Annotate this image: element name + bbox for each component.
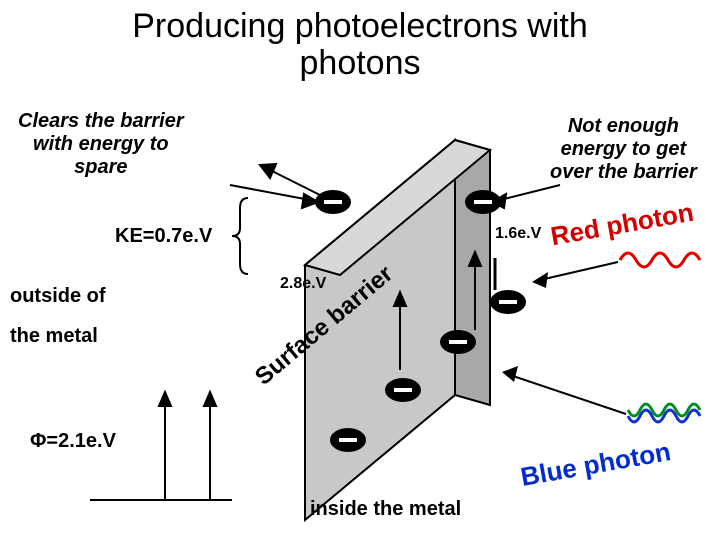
barrier-28-label: 2.8e.V xyxy=(280,275,326,293)
electron-slab-1 xyxy=(440,330,476,354)
red-photon-label: Red photon xyxy=(549,198,696,253)
inside-label: inside the metal xyxy=(310,498,461,521)
outside-label: outside of xyxy=(10,285,106,308)
inside-up-arrows xyxy=(394,252,481,370)
the-metal-label: the metal xyxy=(10,325,98,348)
title-line1: Producing photoelectrons with xyxy=(132,7,588,45)
barrier-16-label: 1.6e.V xyxy=(495,225,541,243)
page-title: Producing photoelectrons with photons xyxy=(0,0,720,83)
ke-label: KE=0.7e.V xyxy=(115,225,212,248)
red-photon-wave xyxy=(532,253,700,288)
blue-photon-wave xyxy=(502,366,700,422)
electron-top-right xyxy=(465,190,501,214)
clears-barrier-label: Clears the barrier with energy to spare xyxy=(18,110,184,179)
electron-mid-right xyxy=(490,290,526,314)
electron-slab-3 xyxy=(330,428,366,452)
eject-arrow-left xyxy=(260,164,320,195)
phi-label: Φ=2.1e.V xyxy=(30,430,116,453)
title-line2: photons xyxy=(300,44,421,82)
clears-pointer xyxy=(230,185,318,208)
electron-slab-2 xyxy=(385,378,421,402)
ke-brace xyxy=(232,198,248,274)
notenough-pointer xyxy=(492,185,560,208)
electron-ejected-left xyxy=(315,190,351,214)
not-enough-label: Not enough energy to get over the barrie… xyxy=(550,115,697,184)
blue-photon-label: Blue photon xyxy=(519,437,674,493)
